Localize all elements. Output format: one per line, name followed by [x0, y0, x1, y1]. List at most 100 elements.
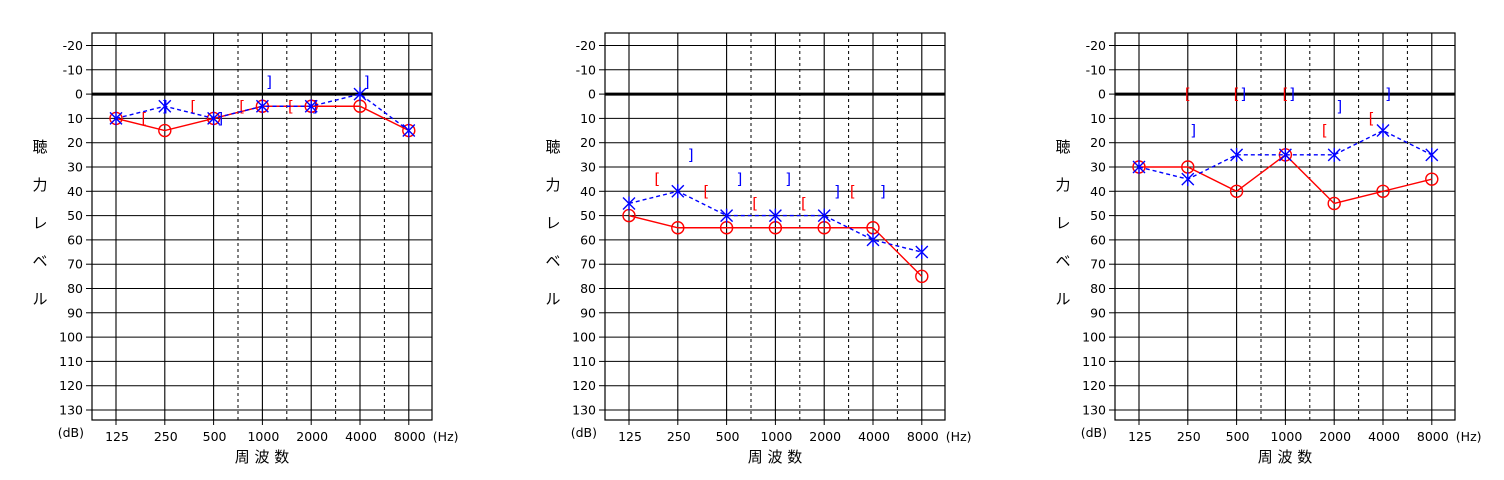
x-tick-label: 500: [716, 429, 740, 444]
left-ear-point: [1278, 147, 1292, 162]
y-tick-label: 0: [1098, 87, 1106, 102]
y-axis-label-char: レ: [545, 214, 560, 232]
bone-left-marker: ]: [834, 182, 840, 200]
y-axis-unit: (dB): [571, 425, 597, 440]
bone-right-marker: [: [1322, 122, 1328, 140]
x-tick-label: 8000: [1417, 429, 1449, 444]
bone-right-marker: [: [1185, 85, 1191, 103]
x-axis-label: 周 波 数: [1258, 448, 1313, 466]
y-tick-label: 70: [1090, 257, 1106, 272]
bone-right-marker: [: [752, 194, 758, 212]
bone-right-marker: [: [1282, 85, 1288, 103]
bone-left-marker: ]: [1336, 97, 1342, 115]
bone-left-marker: ]: [217, 109, 223, 127]
x-axis-label: 周 波 数: [748, 448, 803, 466]
y-tick-label: 10: [580, 111, 596, 126]
y-tick-label: 90: [1090, 305, 1106, 320]
bone-right-marker: [: [850, 182, 856, 200]
y-tick-label: 20: [67, 135, 83, 150]
right-ear-line: [628, 214, 923, 277]
left-ear-point: [720, 208, 734, 223]
x-tick-label: 250: [154, 429, 178, 444]
y-axis-label-char: 力: [1055, 176, 1070, 194]
right-ear-point: [1327, 196, 1341, 211]
x-tick-label: 2000: [296, 429, 328, 444]
y-tick-label: 60: [580, 232, 596, 247]
left-ear-point: [1181, 172, 1195, 187]
y-tick-label: 80: [580, 281, 596, 296]
bone-left-marker: ]: [364, 73, 370, 91]
y-tick-label: 130: [572, 403, 596, 418]
y-tick-label: 30: [580, 160, 596, 175]
x-tick-label: 1000: [247, 429, 279, 444]
y-tick-label: 80: [1090, 281, 1106, 296]
left-ear-point: [158, 99, 172, 114]
y-axis-label-char: ル: [1055, 290, 1070, 308]
y-tick-label: 30: [67, 160, 83, 175]
y-axis-label-char: ル: [32, 290, 47, 308]
y-tick-label: 60: [67, 232, 83, 247]
left-ear-point: [1425, 147, 1439, 162]
y-tick-label: 130: [1082, 403, 1106, 418]
y-tick-label: 130: [59, 403, 83, 418]
right-ear-point: [1229, 184, 1244, 199]
right-ear-point: [158, 123, 172, 138]
right-ear-point: [915, 269, 929, 284]
y-tick-label: 20: [1090, 135, 1106, 150]
x-tick-label: 4000: [345, 429, 377, 444]
y-axis-label-char: 力: [32, 176, 47, 194]
left-ear-point: [671, 184, 685, 199]
y-tick-label: 80: [67, 281, 83, 296]
x-tick-label: 8000: [907, 429, 939, 444]
y-tick-label: 110: [59, 354, 83, 369]
audiogram-chart-3: -20 -10 0 10 20 30 40 50 60 70 80 90 100 110 120 130 125…: [1055, 32, 1482, 466]
right-ear-point: [1425, 172, 1439, 186]
x-axis-unit: (Hz): [946, 429, 972, 444]
left-ear-point: [866, 232, 880, 247]
y-tick-label: 0: [588, 87, 596, 102]
x-tick-label: 2000: [809, 429, 841, 444]
x-tick-label: 4000: [858, 429, 890, 444]
x-tick-label: 1000: [760, 429, 792, 444]
left-ear-point: [1230, 147, 1244, 162]
y-tick-label: 50: [67, 208, 83, 223]
y-tick-label: 50: [1090, 208, 1106, 223]
y-tick-label: -10: [63, 62, 83, 77]
bone-right-marker: [: [703, 182, 709, 200]
left-ear-point: [768, 208, 782, 223]
bone-right-marker: [: [190, 97, 196, 115]
left-ear-point: [402, 123, 416, 138]
y-axis-label-char: ベ: [32, 252, 47, 270]
left-ear-point: [915, 245, 929, 260]
left-ear-point: [1376, 123, 1390, 138]
x-tick-label: 125: [105, 429, 129, 444]
y-tick-label: 90: [580, 305, 596, 320]
y-axis-unit: (dB): [1081, 425, 1107, 440]
y-tick-label: -10: [576, 62, 596, 77]
y-axis-unit: (dB): [58, 425, 84, 440]
y-tick-label: 20: [580, 135, 596, 150]
y-tick-label: -20: [63, 38, 83, 53]
x-tick-label: 8000: [394, 429, 426, 444]
bone-right-marker: [: [1369, 109, 1375, 127]
left-ear-point: [255, 99, 269, 114]
y-tick-label: 40: [1090, 184, 1106, 199]
bone-right-marker: [: [239, 97, 245, 115]
bone-left-marker: ]: [785, 170, 791, 188]
y-axis-label-char: ベ: [1055, 252, 1070, 270]
y-tick-label: 0: [75, 87, 83, 102]
y-tick-label: 10: [1090, 111, 1106, 126]
audiogram-chart-2: -20 -10 0 10 20 30 40 50 60 70 80 90 100 110 120 130 125…: [545, 32, 972, 466]
left-ear-point: [622, 196, 636, 211]
y-tick-label: 30: [1090, 160, 1106, 175]
left-ear-point: [304, 99, 318, 114]
y-tick-label: 120: [1082, 378, 1106, 393]
y-tick-label: 50: [580, 208, 596, 223]
bone-left-marker: ]: [1385, 85, 1391, 103]
x-tick-label: 4000: [1368, 429, 1400, 444]
y-tick-label: 120: [572, 378, 596, 393]
y-axis-label-char: ル: [545, 290, 560, 308]
y-axis-label-char: レ: [1055, 214, 1070, 232]
right-ear-point: [1376, 184, 1390, 199]
